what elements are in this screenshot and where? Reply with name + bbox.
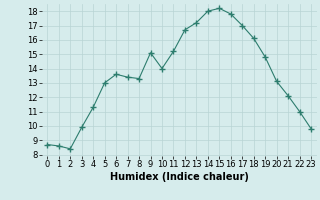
X-axis label: Humidex (Indice chaleur): Humidex (Indice chaleur) (110, 172, 249, 182)
